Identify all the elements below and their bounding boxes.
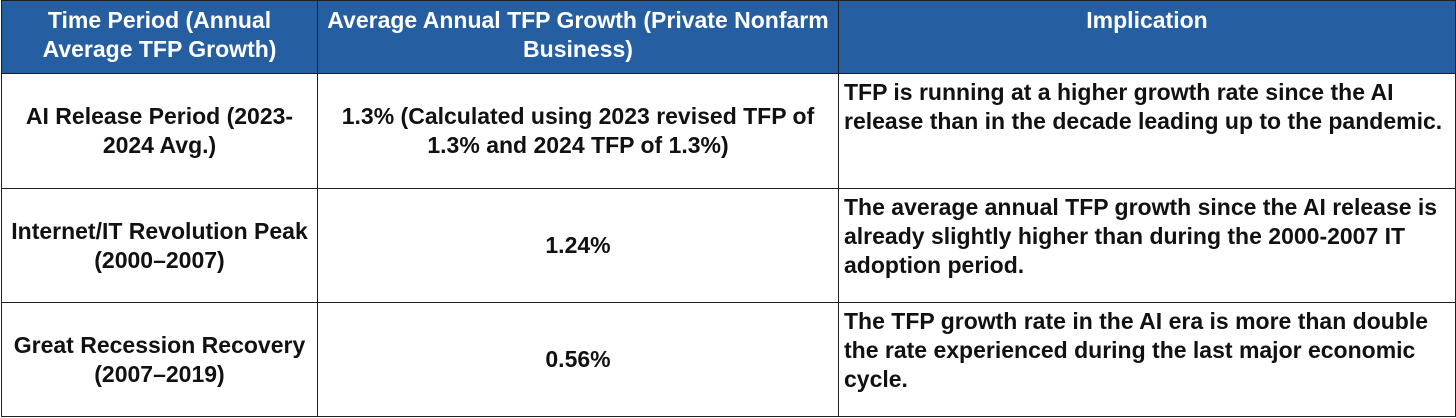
cell-period: AI Release Period (2023-2024 Avg.) xyxy=(1,73,318,189)
header-time-period: Time Period (Annual Average TFP Growth) xyxy=(1,0,318,74)
header-average-tfp-growth: Average Annual TFP Growth (Private Nonfa… xyxy=(317,0,839,74)
header-implication: Implication xyxy=(838,0,1456,74)
table-row: AI Release Period (2023-2024 Avg.) 1.3% … xyxy=(1,73,1456,189)
cell-growth: 0.56% xyxy=(317,302,839,417)
cell-implication: TFP is running at a higher growth rate s… xyxy=(838,73,1456,189)
cell-period: Great Recession Recovery (2007–2019) xyxy=(1,302,318,417)
table-row: Great Recession Recovery (2007–2019) 0.5… xyxy=(1,302,1456,417)
cell-implication: The TFP growth rate in the AI era is mor… xyxy=(838,302,1456,417)
cell-implication: The average annual TFP growth since the … xyxy=(838,188,1456,303)
cell-growth: 1.24% xyxy=(317,188,839,303)
table-row: Internet/IT Revolution Peak (2000–2007) … xyxy=(1,188,1456,303)
table-header-row: Time Period (Annual Average TFP Growth) … xyxy=(1,0,1456,74)
cell-growth: 1.3% (Calculated using 2023 revised TFP … xyxy=(317,73,839,189)
cell-period: Internet/IT Revolution Peak (2000–2007) xyxy=(1,188,318,303)
